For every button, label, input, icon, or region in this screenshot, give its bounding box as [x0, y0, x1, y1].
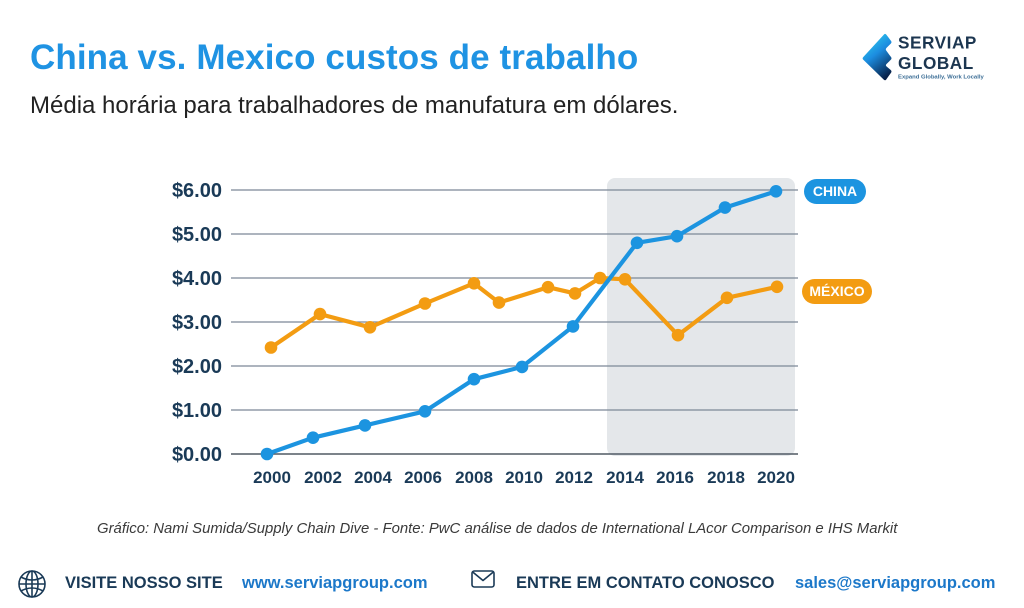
- svg-text:2000: 2000: [253, 468, 291, 487]
- svg-text:2002: 2002: [304, 468, 342, 487]
- svg-text:CHINA: CHINA: [813, 183, 857, 199]
- svg-text:MÉXICO: MÉXICO: [809, 283, 864, 299]
- svg-text:2012: 2012: [555, 468, 593, 487]
- svg-text:2016: 2016: [656, 468, 694, 487]
- svg-text:2004: 2004: [354, 468, 392, 487]
- svg-text:2006: 2006: [404, 468, 442, 487]
- svg-text:$2.00: $2.00: [172, 356, 222, 378]
- svg-text:www.serviapgroup.com: www.serviapgroup.com: [241, 574, 428, 592]
- svg-text:$6.00: $6.00: [172, 180, 222, 202]
- svg-text:VISITE NOSSO SITE: VISITE NOSSO SITE: [65, 574, 223, 592]
- svg-text:$1.00: $1.00: [172, 400, 222, 422]
- svg-text:$0.00: $0.00: [172, 444, 222, 466]
- svg-text:ENTRE EM CONTATO CONOSCO: ENTRE EM CONTATO CONOSCO: [516, 574, 775, 592]
- svg-text:$3.00: $3.00: [172, 312, 222, 334]
- svg-text:2008: 2008: [455, 468, 493, 487]
- svg-text:2014: 2014: [606, 468, 644, 487]
- svg-text:sales@serviapgroup.com: sales@serviapgroup.com: [795, 574, 995, 592]
- svg-text:$5.00: $5.00: [172, 224, 222, 246]
- svg-text:2020: 2020: [757, 468, 795, 487]
- svg-text:2018: 2018: [707, 468, 745, 487]
- svg-text:2010: 2010: [505, 468, 543, 487]
- svg-text:$4.00: $4.00: [172, 268, 222, 290]
